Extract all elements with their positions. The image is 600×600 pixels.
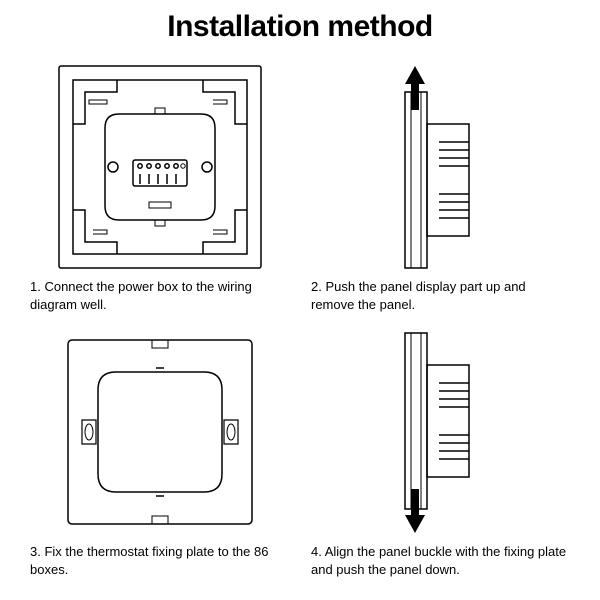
panel-2-caption: 2. Push the panel display part up and re… [311, 278, 570, 313]
panel-4-figure [311, 327, 570, 537]
panel-3: 3. Fix the thermostat fixing plate to th… [30, 327, 289, 578]
panel-1-caption: 1. Connect the power box to the wiring d… [30, 278, 289, 313]
panel-1-figure [30, 62, 289, 272]
panel-slide-down-icon [351, 327, 531, 537]
panel-3-caption: 3. Fix the thermostat fixing plate to th… [30, 543, 289, 578]
instruction-grid: 1. Connect the power box to the wiring d… [30, 62, 570, 578]
panel-4: 4. Align the panel buckle with the fixin… [311, 327, 570, 578]
panel-4-caption: 4. Align the panel buckle with the fixin… [311, 543, 570, 578]
panel-1: 1. Connect the power box to the wiring d… [30, 62, 289, 313]
device-back-icon [55, 62, 265, 272]
panel-2: 2. Push the panel display part up and re… [311, 62, 570, 313]
panel-slide-up-icon [351, 62, 531, 272]
panel-2-figure [311, 62, 570, 272]
panel-3-figure [30, 327, 289, 537]
page-title: Installation method [30, 10, 570, 44]
fixing-plate-icon [60, 332, 260, 532]
